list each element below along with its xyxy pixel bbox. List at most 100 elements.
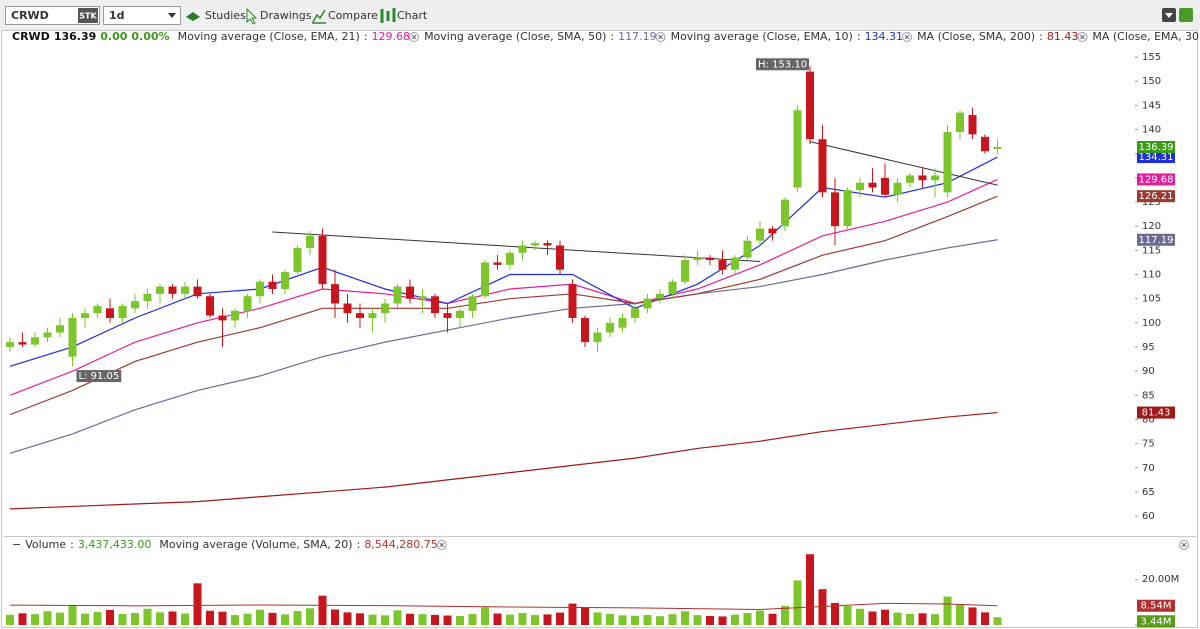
candle-body bbox=[168, 286, 177, 294]
interval-select[interactable] bbox=[103, 6, 181, 25]
candle-body bbox=[318, 235, 327, 285]
candle-body bbox=[931, 175, 939, 181]
y-tick-label: 100 bbox=[1142, 318, 1161, 329]
volume-bar bbox=[456, 615, 464, 625]
volume-bar bbox=[331, 609, 339, 625]
volume-bar bbox=[156, 612, 164, 625]
study-tag bbox=[1137, 190, 1175, 203]
study-name: MA (Close, EMA, 30) bbox=[1092, 30, 1200, 43]
candle-body bbox=[481, 262, 489, 297]
volume-bar bbox=[343, 612, 352, 625]
study-tag-label: 129.68 bbox=[1139, 174, 1174, 185]
volume-bar bbox=[468, 613, 477, 625]
volume-bar bbox=[968, 607, 977, 625]
toolbar-button[interactable]: Studies bbox=[205, 9, 246, 22]
study-value: 129.68 bbox=[372, 30, 411, 43]
study-tag bbox=[1137, 233, 1175, 246]
volume-bar bbox=[493, 613, 502, 625]
candle-body bbox=[381, 303, 389, 314]
candle-body bbox=[618, 317, 627, 328]
candle-body bbox=[518, 245, 527, 253]
y-tick-label: 65 bbox=[1142, 487, 1155, 498]
remove-glyph bbox=[904, 34, 910, 40]
chart-frame bbox=[1, 30, 1198, 628]
y-tick-label: 105 bbox=[1142, 294, 1161, 305]
candle-body bbox=[281, 272, 289, 289]
volume-bar bbox=[668, 614, 677, 625]
y-tick-label: 85 bbox=[1142, 390, 1155, 401]
candle-body bbox=[393, 286, 402, 304]
candle-body bbox=[43, 332, 52, 338]
collapse-toggle: − bbox=[12, 538, 21, 551]
candle-body bbox=[968, 115, 977, 135]
volume-bar bbox=[981, 612, 989, 625]
candle-body bbox=[243, 296, 252, 311]
volume-bar bbox=[406, 613, 414, 625]
candle-body bbox=[181, 286, 189, 294]
volume-bar bbox=[131, 613, 139, 625]
price-tag-label: 136.39 bbox=[1139, 142, 1174, 153]
candle-body bbox=[156, 286, 164, 294]
toolbar-button[interactable]: Drawings bbox=[260, 9, 312, 22]
interval-text: 1d bbox=[109, 9, 125, 22]
volume-bar bbox=[768, 613, 777, 625]
volume-bar bbox=[743, 613, 752, 625]
remove-glyph bbox=[658, 34, 663, 40]
legend-change: 0.00 bbox=[100, 30, 127, 43]
study-value: 8,544,280.75 bbox=[364, 538, 437, 551]
candle-body bbox=[581, 317, 589, 343]
volume-separator: : bbox=[70, 538, 74, 551]
volume-bar bbox=[906, 613, 914, 625]
study-tag bbox=[1137, 151, 1175, 164]
study-separator: : bbox=[364, 30, 368, 43]
y-tick-label: 150 bbox=[1142, 76, 1161, 87]
volume-bar bbox=[831, 602, 839, 625]
volume-bar bbox=[93, 611, 102, 625]
volume-bar bbox=[568, 603, 577, 625]
volume-bar bbox=[418, 614, 427, 625]
candle-body bbox=[881, 177, 889, 195]
volume-bar bbox=[256, 609, 264, 625]
volume-bar bbox=[643, 614, 652, 625]
candle-body bbox=[431, 296, 439, 314]
toolbar-button[interactable]: Compare bbox=[328, 9, 378, 22]
volume-bar bbox=[631, 615, 639, 625]
study-separator: : bbox=[610, 30, 614, 43]
study-separator: : bbox=[357, 538, 361, 551]
remove-glyph bbox=[439, 542, 445, 548]
trendline bbox=[809, 141, 998, 186]
candle-body bbox=[906, 175, 914, 183]
candle-body bbox=[668, 281, 677, 294]
candle-body bbox=[731, 257, 739, 270]
volume-bar bbox=[618, 615, 627, 625]
remove-glyph bbox=[1079, 34, 1085, 40]
moving-average-line bbox=[9, 178, 998, 396]
candle-body bbox=[356, 313, 364, 318]
candle-body bbox=[56, 325, 64, 333]
y-tick-label: 120 bbox=[1142, 221, 1161, 232]
symbol-input[interactable] bbox=[5, 6, 100, 25]
candle-body bbox=[131, 301, 139, 309]
y-tick-label: 155 bbox=[1142, 52, 1161, 63]
volume-bar bbox=[481, 607, 489, 625]
volume-name: Volume bbox=[25, 538, 66, 551]
volume-bar bbox=[218, 611, 227, 625]
legend-symbol: CRWD bbox=[12, 30, 50, 43]
candle-body bbox=[806, 71, 814, 140]
volume-average-line bbox=[9, 602, 998, 610]
candle-body bbox=[68, 317, 77, 357]
volume-bar bbox=[818, 589, 827, 625]
go-button[interactable] bbox=[1179, 8, 1193, 22]
remove-glyph bbox=[411, 34, 417, 40]
candle-body bbox=[593, 332, 602, 343]
y-tick-label: 145 bbox=[1142, 100, 1161, 111]
candle-body bbox=[343, 303, 352, 314]
y-tick-label: 80 bbox=[1142, 414, 1155, 425]
volume-bar bbox=[781, 605, 789, 625]
volume-bar bbox=[18, 613, 27, 625]
candle-body bbox=[268, 281, 277, 289]
volume-bar bbox=[931, 614, 939, 625]
toolbar-button[interactable]: Chart bbox=[397, 9, 428, 22]
study-tag bbox=[1137, 406, 1175, 419]
volume-bar bbox=[581, 607, 589, 625]
